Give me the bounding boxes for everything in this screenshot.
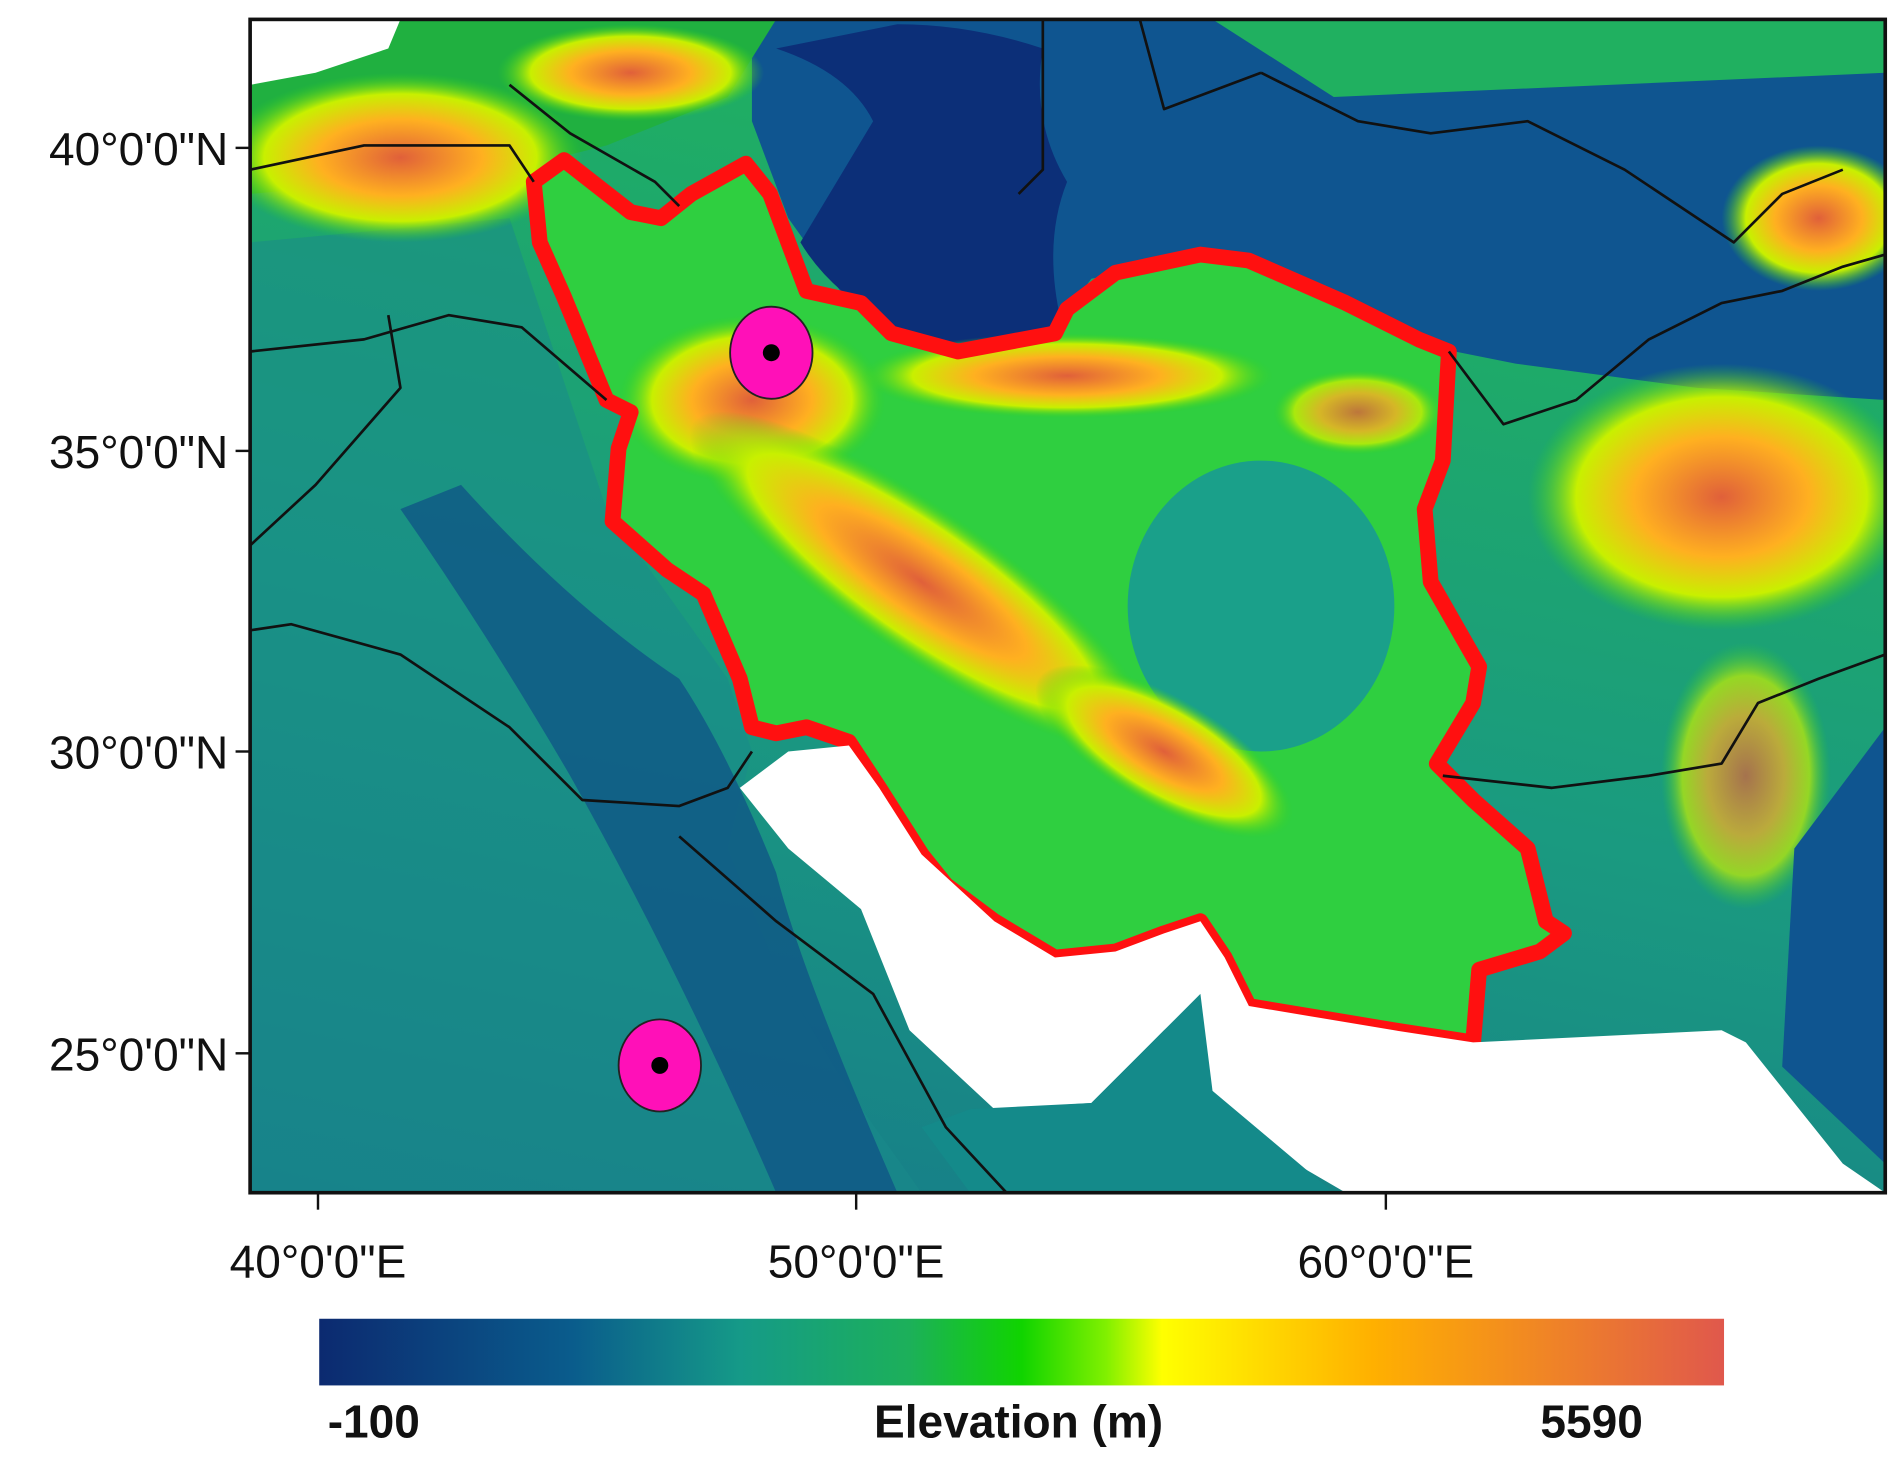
country-border [1442,653,1886,790]
country-border [250,313,608,402]
zagros-mountains [689,411,1154,753]
country-border [250,314,402,547]
country-border [678,835,1008,1193]
black-sea [250,19,401,85]
country-border [250,622,754,808]
latitude-axis: 40°0'0"N 35°0'0"N 30°0'0"N 25°0'0"N [49,123,251,1080]
lon-tick-label: 50°0'0"E [768,1236,945,1288]
colorbar-ramp [319,1318,1725,1386]
country-border [1447,253,1886,426]
station-marker-dot [651,1056,669,1074]
lon-tick-label: 60°0'0"E [1298,1236,1475,1288]
sulaiman-range [1661,642,1831,910]
oman-peninsula [921,993,1334,1193]
persian-gulf-and-sea [739,745,1886,1193]
map-area [250,19,1886,1193]
indus-plain [1782,727,1886,1164]
mesopotamia-lowland [400,484,898,1193]
lon-tick-label: 40°0'0"E [230,1236,407,1288]
central-desert [1127,460,1395,752]
hindu-kush [1527,363,1886,631]
iran-boundary [525,152,1572,1051]
colorbar-max-label: 5590 [1540,1396,1642,1448]
country-border [1017,19,1262,195]
colorbar: -100 Elevation (m) 5590 [319,1318,1725,1448]
caucasus-mountains [497,24,765,122]
caspian-sea [776,24,1068,343]
kerman-mountains [1035,664,1293,839]
longitude-axis: 40°0'0"E 50°0'0"E 60°0'0"E [230,1192,1475,1288]
station-marker-dot [762,344,780,362]
kopet-dag [1273,369,1443,455]
lat-tick-label: 35°0'0"N [49,426,228,478]
anatolia-mountains [250,72,583,243]
country-border [250,144,535,183]
lat-tick-label: 40°0'0"N [49,123,228,175]
lat-tick-label: 25°0'0"N [49,1028,228,1080]
map-frame [248,17,1888,1195]
country-border [508,83,681,207]
pamir [1721,145,1886,291]
country-border [1260,71,1844,244]
lat-tick-label: 30°0'0"N [49,727,228,779]
colorbar-min-label: -100 [328,1396,420,1448]
colorbar-title: Elevation (m) [874,1396,1163,1448]
